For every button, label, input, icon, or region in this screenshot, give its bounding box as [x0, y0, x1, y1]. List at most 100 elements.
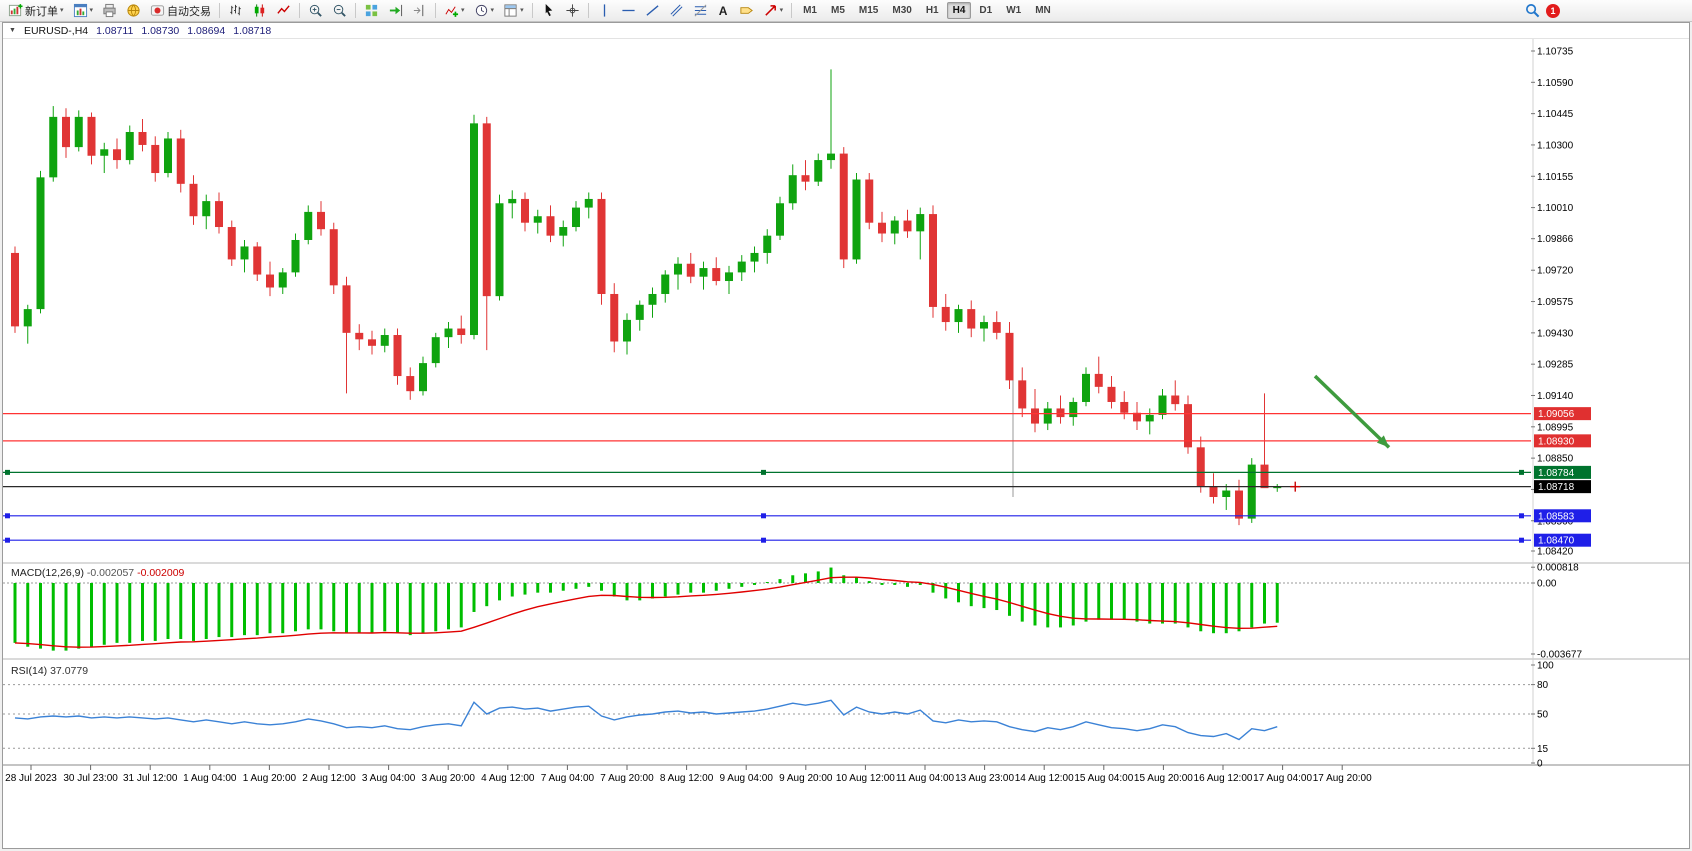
- charts-window-button[interactable]: ▾: [69, 2, 98, 20]
- tile-windows-button[interactable]: [360, 2, 383, 20]
- svg-text:1 Aug 20:00: 1 Aug 20:00: [243, 773, 297, 784]
- timeframe-button-w1[interactable]: W1: [1006, 5, 1022, 16]
- arrows-tool-button[interactable]: ▾: [759, 2, 788, 20]
- new-order-label: 新订单: [25, 5, 58, 18]
- timeframe-button-mn[interactable]: MN: [1035, 5, 1051, 16]
- cursor-icon: [545, 3, 552, 17]
- candlestick-icon: [254, 4, 265, 17]
- cursor-tool-button[interactable]: [537, 2, 560, 20]
- candle: [674, 263, 682, 275]
- candle: [138, 131, 147, 145]
- notification-badge[interactable]: 1: [1546, 3, 1560, 18]
- templates-button[interactable]: ▾: [499, 2, 528, 20]
- svg-text:0: 0: [1537, 759, 1543, 770]
- auto-scroll-button[interactable]: [384, 2, 407, 20]
- text-tool-button[interactable]: A: [713, 2, 734, 20]
- candle: [164, 138, 172, 174]
- toolbar-separator: [219, 3, 221, 18]
- candle: [521, 198, 529, 223]
- new-order-button[interactable]: 新订单 ▾: [4, 2, 68, 20]
- candle: [189, 183, 198, 217]
- svg-text:1.09140: 1.09140: [1537, 391, 1574, 402]
- timeframe-button-h1[interactable]: H1: [925, 5, 939, 16]
- selection-handle: [5, 537, 10, 543]
- timeframe-button-m5[interactable]: M5: [831, 5, 845, 16]
- candle: [992, 322, 1001, 333]
- candle: [227, 227, 236, 260]
- fibonacci-icon: [694, 4, 707, 17]
- autotrade-button[interactable]: 自动交易: [146, 2, 215, 20]
- bar-chart-mode-button[interactable]: [224, 2, 247, 20]
- timeframe-button-m30[interactable]: M30: [892, 5, 912, 16]
- svg-text:30 Jul 23:00: 30 Jul 23:00: [63, 773, 118, 784]
- zoom-in-button[interactable]: [304, 2, 327, 20]
- candle: [661, 274, 670, 294]
- svg-text:1.09575: 1.09575: [1537, 297, 1574, 308]
- template-icon: [504, 4, 517, 17]
- print-button[interactable]: [98, 2, 121, 20]
- candle: [368, 339, 376, 346]
- svg-text:10 Aug 12:00: 10 Aug 12:00: [836, 773, 895, 784]
- chevron-down-icon: ▾: [60, 7, 64, 14]
- trendline-tool-button[interactable]: [641, 2, 664, 20]
- candle: [62, 116, 70, 148]
- svg-text:1.08930: 1.08930: [1538, 436, 1575, 447]
- text-tool-icon: A: [718, 3, 728, 18]
- candlestick-mode-button[interactable]: [248, 2, 271, 20]
- svg-text:1.08470: 1.08470: [1538, 536, 1575, 547]
- print-icon: [103, 3, 116, 18]
- horizontal-line-tool-button[interactable]: [617, 2, 640, 20]
- candle: [852, 179, 861, 260]
- search-icon[interactable]: [1525, 3, 1540, 18]
- chart-shift-button[interactable]: [408, 2, 431, 20]
- vertical-line-tool-button[interactable]: [593, 2, 616, 20]
- candle: [355, 332, 364, 340]
- candle: [1260, 464, 1269, 489]
- candle: [839, 153, 848, 260]
- fibonacci-tool-button[interactable]: [689, 2, 712, 20]
- chart-svg: 1.10735 1.10590 1.10445 1.10300 1.10155 1.100…: [3, 39, 1689, 784]
- line-chart-mode-button[interactable]: [272, 2, 295, 20]
- timeframe-button-m1[interactable]: M1: [803, 5, 817, 16]
- zoom-out-button[interactable]: [328, 2, 351, 20]
- svg-text:-0.003677: -0.003677: [1537, 650, 1582, 661]
- community-button[interactable]: [122, 2, 145, 20]
- candle: [291, 239, 300, 273]
- timeframe-button-h4[interactable]: H4: [946, 2, 972, 19]
- price-tag: [1534, 533, 1591, 547]
- svg-text:1.10155: 1.10155: [1537, 172, 1574, 183]
- chart-dropdown-icon[interactable]: ▼: [9, 27, 16, 34]
- candle: [814, 160, 823, 182]
- candle: [941, 306, 950, 323]
- svg-text:7 Aug 04:00: 7 Aug 04:00: [541, 773, 595, 784]
- chart-canvas[interactable]: 1.10735 1.10590 1.10445 1.10300 1.10155 1.100…: [3, 39, 1689, 799]
- periods-button[interactable]: ▾: [470, 2, 499, 20]
- svg-text:2 Aug 12:00: 2 Aug 12:00: [302, 773, 356, 784]
- candle: [49, 116, 58, 178]
- indicators-button[interactable]: ▾: [440, 2, 469, 20]
- timeframe-button-m15[interactable]: M15: [858, 5, 879, 16]
- svg-text:17 Aug 20:00: 17 Aug 20:00: [1313, 773, 1372, 784]
- text-label-icon: [739, 7, 753, 14]
- candle: [113, 149, 121, 161]
- candle: [151, 144, 160, 174]
- candle: [827, 153, 835, 161]
- label-tool-button[interactable]: [735, 2, 758, 20]
- candle: [125, 131, 134, 161]
- candle: [457, 328, 466, 336]
- svg-text:17 Aug 04:00: 17 Aug 04:00: [1253, 773, 1312, 784]
- toolbar-separator: [531, 3, 533, 18]
- svg-text:16 Aug 12:00: 16 Aug 12:00: [1194, 773, 1253, 784]
- candle: [304, 211, 313, 240]
- candle: [610, 293, 619, 342]
- svg-text:13 Aug 23:00: 13 Aug 23:00: [955, 773, 1014, 784]
- channel-icon: [670, 4, 683, 17]
- selection-handle: [761, 537, 766, 543]
- candle: [74, 116, 83, 148]
- channel-tool-button[interactable]: [665, 2, 688, 20]
- candle: [23, 309, 32, 327]
- chart-shift-icon: [413, 4, 424, 17]
- timeframe-button-d1[interactable]: D1: [979, 5, 993, 16]
- autotrade-status-icon: [150, 5, 165, 16]
- crosshair-tool-button[interactable]: [561, 2, 584, 20]
